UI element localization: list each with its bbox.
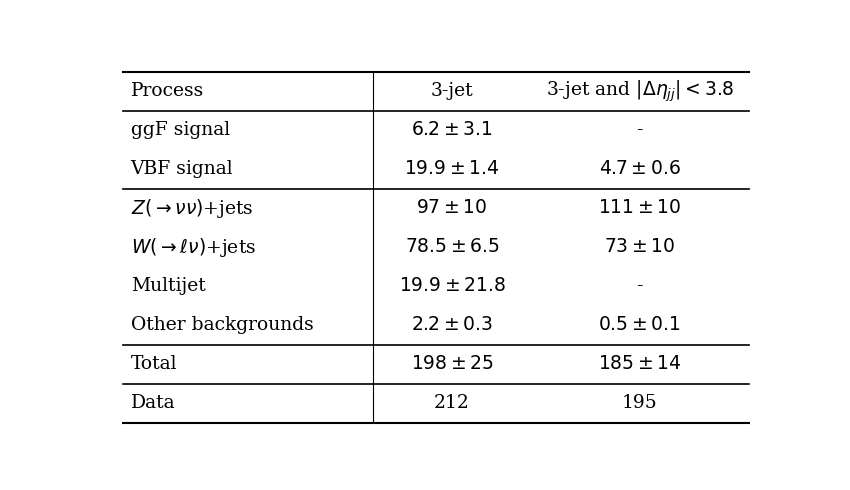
Text: -: -	[637, 122, 643, 140]
Text: 3-jet and $|\Delta\eta_{jj}| < 3.8$: 3-jet and $|\Delta\eta_{jj}| < 3.8$	[546, 79, 734, 104]
Text: $97 \pm 10$: $97 \pm 10$	[416, 199, 488, 218]
Text: 3-jet: 3-jet	[431, 82, 473, 100]
Text: 195: 195	[622, 394, 658, 413]
Text: $198 \pm 25$: $198 \pm 25$	[411, 355, 494, 373]
Text: $111 \pm 10$: $111 \pm 10$	[598, 199, 682, 218]
Text: $19.9 \pm 21.8$: $19.9 \pm 21.8$	[399, 277, 506, 295]
Text: $78.5 \pm 6.5$: $78.5 \pm 6.5$	[405, 239, 500, 256]
Text: $73 \pm 10$: $73 \pm 10$	[604, 239, 676, 256]
Text: Multijet: Multijet	[131, 277, 206, 295]
Text: 212: 212	[434, 394, 470, 413]
Text: $0.5 \pm 0.1$: $0.5 \pm 0.1$	[598, 317, 681, 335]
Text: VBF signal: VBF signal	[131, 160, 233, 178]
Text: $6.2 \pm 3.1$: $6.2 \pm 3.1$	[411, 122, 493, 140]
Text: -: -	[637, 277, 643, 295]
Text: $185 \pm 14$: $185 \pm 14$	[598, 355, 682, 373]
Text: $2.2 \pm 0.3$: $2.2 \pm 0.3$	[411, 317, 493, 335]
Text: $W(\to \ell\nu)$+jets: $W(\to \ell\nu)$+jets	[131, 236, 256, 259]
Text: ggF signal: ggF signal	[131, 122, 230, 140]
Text: Process: Process	[131, 82, 204, 100]
Text: $4.7 \pm 0.6$: $4.7 \pm 0.6$	[599, 160, 681, 178]
Text: Total: Total	[131, 355, 177, 373]
Text: $Z(\to \nu\nu)$+jets: $Z(\to \nu\nu)$+jets	[131, 197, 253, 220]
Text: Other backgrounds: Other backgrounds	[131, 317, 314, 335]
Text: $19.9 \pm 1.4$: $19.9 \pm 1.4$	[405, 160, 500, 178]
Text: Data: Data	[131, 394, 175, 413]
